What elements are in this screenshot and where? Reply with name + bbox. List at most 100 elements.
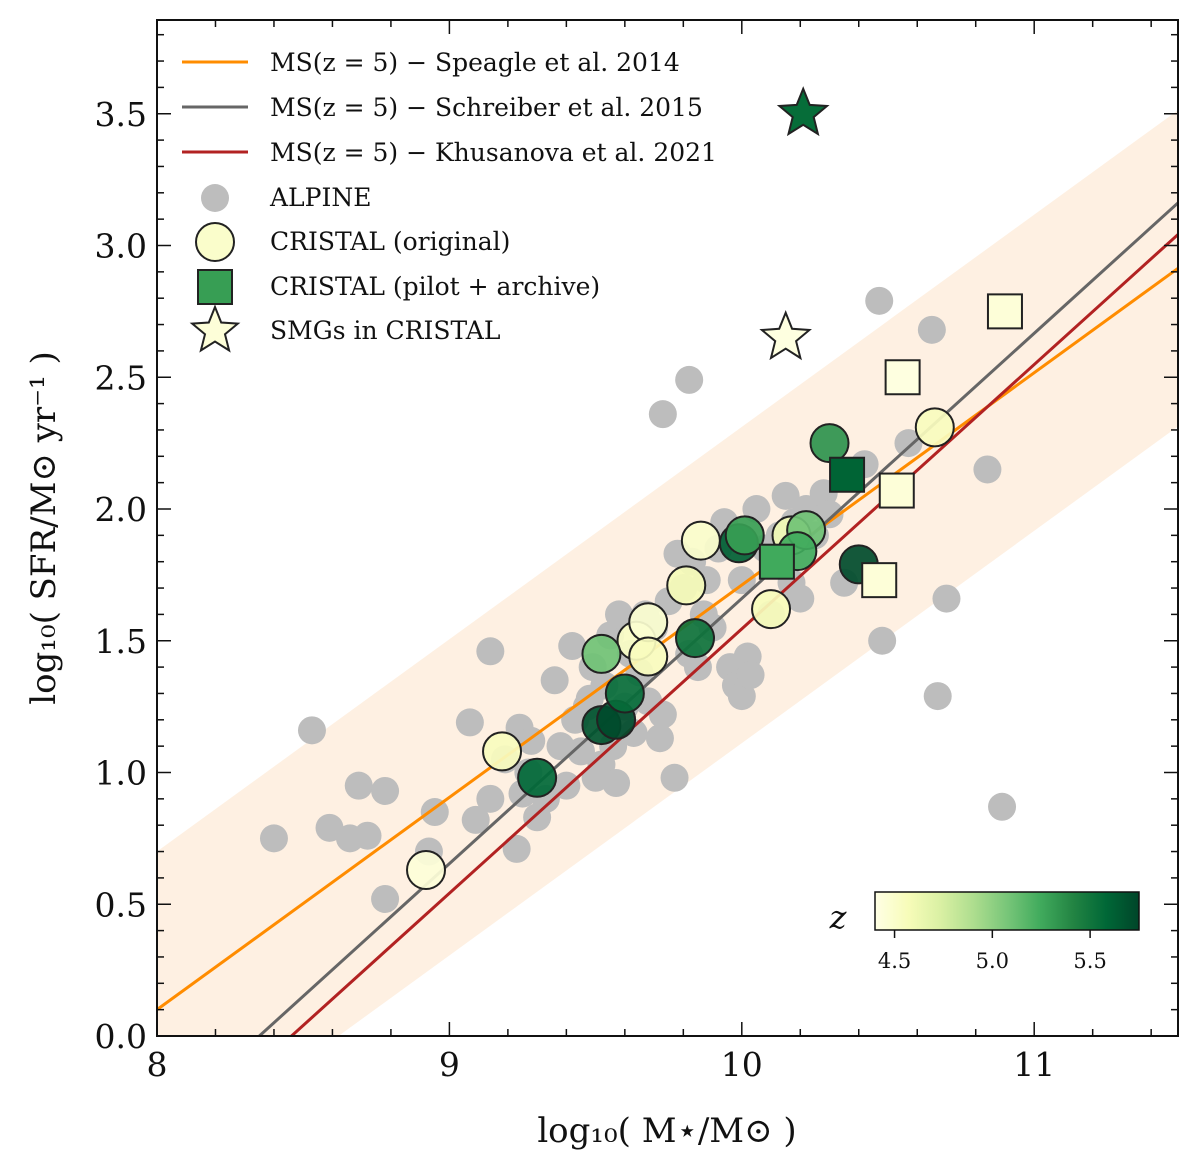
smg-star-point bbox=[776, 86, 830, 137]
cristal-archive-point bbox=[878, 472, 915, 509]
legend: MS(z = 5) − Speagle et al. 2014 MS(z = 5)… bbox=[182, 48, 717, 353]
alpine-point bbox=[371, 884, 400, 913]
cristal-original-point bbox=[724, 515, 765, 556]
alpine-point bbox=[344, 771, 373, 800]
colorbar-tick-label: 5.5 bbox=[1073, 949, 1106, 973]
alpine-point bbox=[660, 763, 689, 792]
legend-cristal-archive-marker bbox=[197, 269, 233, 305]
alpine-point bbox=[894, 429, 923, 458]
legend-label: MS(z = 5) − Schreiber et al. 2015 bbox=[270, 93, 703, 122]
alpine-point bbox=[786, 584, 815, 613]
alpine-point bbox=[476, 637, 505, 666]
cristal-original-point bbox=[680, 520, 721, 561]
alpine-point bbox=[932, 584, 961, 613]
alpine-point bbox=[648, 400, 677, 429]
alpine-point bbox=[923, 682, 952, 711]
y-tick-label: 2.5 bbox=[95, 358, 147, 397]
cristal-original-point bbox=[751, 589, 792, 630]
colorbar-tick-label: 4.5 bbox=[878, 949, 911, 973]
cristal-original-point bbox=[675, 618, 716, 659]
alpine-point bbox=[917, 315, 946, 344]
colorbar-tick-label: 5.0 bbox=[976, 949, 1009, 973]
alpine-point bbox=[540, 666, 569, 695]
plot-frame bbox=[156, 19, 1179, 1037]
legend-alpine-marker bbox=[201, 184, 229, 212]
legend-label: SMGs in CRISTAL bbox=[270, 316, 500, 345]
cristal-archive-point bbox=[758, 543, 795, 580]
cristal-points bbox=[406, 86, 1023, 890]
alpine-point bbox=[727, 682, 756, 711]
alpine-point bbox=[648, 700, 677, 729]
y-tick-label: 3.0 bbox=[95, 227, 147, 266]
alpine-point bbox=[297, 716, 326, 745]
cristal-original-point bbox=[482, 731, 523, 772]
alpine-point bbox=[502, 834, 531, 863]
alpine-point bbox=[461, 805, 490, 834]
cristal-archive-point bbox=[861, 562, 898, 599]
y-tick-label: 3.5 bbox=[95, 95, 147, 134]
alpine-point bbox=[455, 708, 484, 737]
y-tick-label: 0.0 bbox=[95, 1017, 147, 1056]
legend-cristal-original-marker bbox=[195, 222, 235, 262]
alpine-point bbox=[371, 776, 400, 805]
alpine-point bbox=[353, 821, 382, 850]
scatter-band-area bbox=[157, 110, 1178, 1036]
legend-label: ALPINE bbox=[269, 183, 371, 212]
legend-label: CRISTAL (original) bbox=[270, 227, 510, 256]
y-tick-label: 2.0 bbox=[95, 490, 147, 529]
alpine-point bbox=[558, 632, 587, 661]
cristal-archive-point bbox=[829, 456, 866, 493]
smg-star-point bbox=[759, 310, 812, 361]
x-tick-label: 10 bbox=[721, 1045, 763, 1084]
x-tick-label: 9 bbox=[439, 1045, 460, 1084]
y-tick-label: 1.0 bbox=[95, 754, 147, 793]
cristal-original-point bbox=[666, 565, 707, 606]
alpine-point bbox=[736, 661, 765, 690]
cristal-original-point bbox=[581, 633, 622, 674]
schreiber-2015-line bbox=[258, 200, 1178, 1036]
alpine-point bbox=[865, 286, 894, 315]
colorbar-label: z bbox=[829, 898, 848, 936]
speagle-2014-line bbox=[157, 266, 1178, 1011]
main-sequence-scatter-band bbox=[157, 110, 1178, 1036]
x-axis-title: log₁₀( M⋆/M⊙ ) bbox=[537, 1111, 796, 1151]
alpine-points bbox=[259, 286, 1017, 913]
colorbar-gradient bbox=[874, 891, 1140, 931]
cristal-original-point bbox=[517, 757, 558, 798]
y-tick-label: 0.5 bbox=[95, 885, 147, 924]
cristal-archive-point bbox=[884, 359, 921, 396]
cristal-original-point bbox=[914, 407, 955, 448]
alpine-point bbox=[727, 566, 756, 595]
cristal-original-point bbox=[628, 636, 669, 677]
alpine-point bbox=[420, 798, 449, 827]
z-colorbar: z 4.5 5.0 5.5 bbox=[829, 891, 1140, 973]
alpine-point bbox=[604, 600, 633, 629]
y-tick-label: 1.5 bbox=[95, 622, 147, 661]
cristal-original-point bbox=[604, 673, 645, 714]
axis-ticks: 8 9 10 11 0.0 0.5 1.0 1.5 2.0 2.5 3.0 3.5 bbox=[95, 20, 1178, 1084]
cristal-original-point bbox=[406, 849, 447, 890]
main-sequence-lines bbox=[157, 200, 1178, 1036]
khusanova-2021-line bbox=[290, 232, 1178, 1036]
alpine-point bbox=[771, 481, 800, 510]
alpine-point bbox=[868, 626, 897, 655]
alpine-point bbox=[675, 365, 704, 394]
cristal-original-point bbox=[809, 423, 850, 464]
cristal-original-point bbox=[628, 602, 669, 643]
alpine-point bbox=[988, 792, 1017, 821]
alpine-point bbox=[566, 737, 595, 766]
legend-label: CRISTAL (pilot + archive) bbox=[270, 272, 600, 301]
alpine-point bbox=[602, 769, 631, 798]
legend-label: MS(z = 5) − Khusanova et al. 2021 bbox=[270, 138, 717, 167]
legend-label: MS(z = 5) − Speagle et al. 2014 bbox=[270, 48, 680, 77]
alpine-point bbox=[973, 455, 1002, 484]
x-tick-label: 8 bbox=[147, 1045, 168, 1084]
y-axis-title: log₁₀( SFR/M⊙ yr⁻¹ ) bbox=[24, 351, 64, 705]
x-tick-label: 11 bbox=[1013, 1045, 1055, 1084]
alpine-point bbox=[645, 724, 674, 753]
legend-smg-marker bbox=[189, 304, 241, 353]
alpine-point bbox=[259, 824, 288, 853]
cristal-archive-point bbox=[986, 293, 1023, 330]
alpine-point bbox=[476, 784, 505, 813]
